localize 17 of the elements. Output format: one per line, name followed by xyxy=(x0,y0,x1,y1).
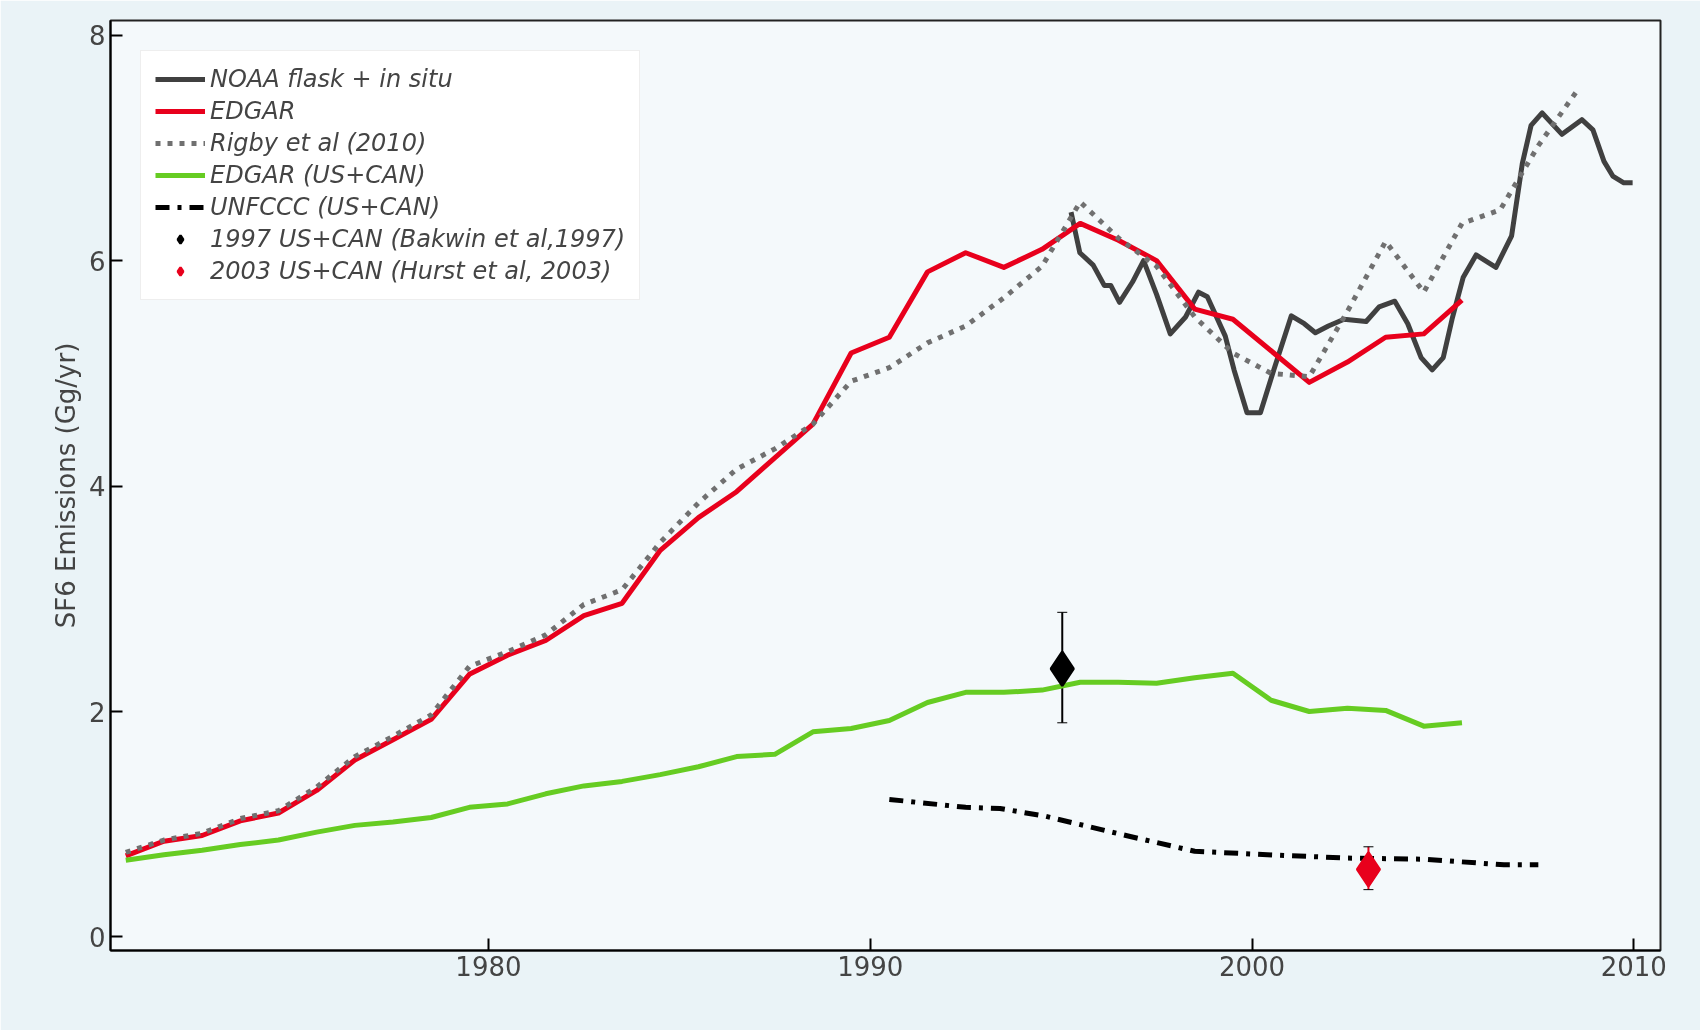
y-tick-label: 4 xyxy=(88,472,106,503)
y-tick-label: 8 xyxy=(88,21,106,52)
legend-label: EDGAR xyxy=(210,97,296,125)
legend-label: NOAA flask + in situ xyxy=(210,65,453,93)
y-tick-label: 2 xyxy=(88,697,106,728)
x-tick-label: 1990 xyxy=(837,951,904,982)
y-tick-label: 6 xyxy=(88,246,106,277)
x-tick-label: 2010 xyxy=(1600,951,1667,982)
legend-label: 2003 US+CAN (Hurst et al, 2003) xyxy=(210,257,612,285)
legend-label: Rigby et al (2010) xyxy=(210,129,427,157)
x-tick-label: 2000 xyxy=(1218,951,1286,982)
x-tick-label: 1980 xyxy=(455,951,522,982)
legend-label: UNFCCC (US+CAN) xyxy=(210,193,440,221)
legend-label: 1997 US+CAN (Bakwin et al,1997) xyxy=(210,225,626,253)
y-axis-title: SF6 Emissions (Gg/yr) xyxy=(50,342,81,629)
y-tick-label: 0 xyxy=(88,922,106,953)
legend-label: EDGAR (US+CAN) xyxy=(210,161,426,189)
